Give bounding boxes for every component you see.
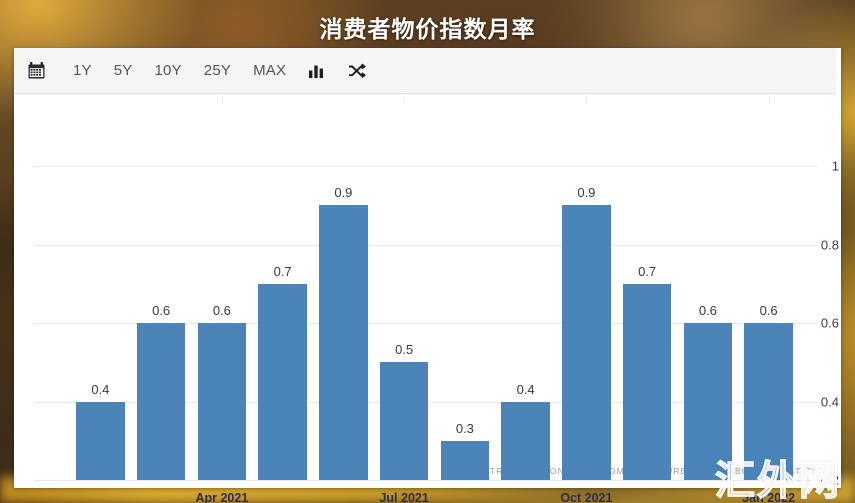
bar[interactable]	[744, 323, 793, 480]
page-title: 消费者物价指数月率	[319, 16, 536, 42]
bar[interactable]	[319, 205, 368, 480]
x-axis-tick-label: Jul 2021	[379, 491, 429, 503]
bar[interactable]	[379, 362, 429, 480]
range-button-max[interactable]: MAX	[253, 62, 287, 79]
bar-value-label: 0.7	[638, 263, 657, 279]
y-axis-tick-label: 0.6	[820, 315, 839, 331]
x-axis-tick-label: Jan 2022	[742, 491, 796, 503]
bar[interactable]	[562, 205, 611, 480]
y-axis-tick-label: 0.4	[820, 394, 839, 409]
bar-value-label: 0.9	[334, 185, 353, 201]
y-axis-tick-label: 1	[831, 158, 839, 174]
shuffle-icon[interactable]	[348, 63, 366, 79]
gridline-vertical	[768, 95, 770, 103]
bar-value-label: 0.6	[152, 303, 171, 318]
bar[interactable]	[136, 323, 186, 480]
bar[interactable]	[440, 440, 490, 480]
bar-value-label: 0.6	[759, 303, 778, 318]
bar-value-label: 0.7	[273, 263, 292, 279]
range-button-25y[interactable]: 25Y	[203, 62, 232, 79]
bar[interactable]	[258, 283, 307, 480]
bar[interactable]	[683, 323, 733, 480]
range-button-5y[interactable]: 5Y	[113, 62, 133, 79]
gridline-vertical	[404, 95, 406, 103]
bar-value-label: 0.4	[516, 381, 535, 397]
gridline-vertical	[221, 95, 223, 103]
x-axis-tick-label: Oct 2021	[560, 491, 613, 503]
bar-value-label: 0.4	[91, 381, 110, 397]
bar[interactable]	[501, 401, 550, 480]
bar-value-label: 0.3	[455, 420, 474, 436]
gridline-vertical	[586, 95, 588, 103]
x-axis-tick-label: Apr 2021	[195, 491, 249, 503]
bar[interactable]	[76, 401, 125, 480]
calendar-icon[interactable]	[28, 62, 45, 79]
range-button-10y[interactable]: 10Y	[154, 62, 182, 79]
bar[interactable]	[197, 323, 247, 480]
chart-plot-area: TRADINGECONOMICS.COM | U.S. BUREAU OF LA…	[14, 95, 841, 503]
bar-value-label: 0.6	[212, 303, 231, 318]
chart-panel: 1Y 5Y 10Y 25Y MAX TRADINGECONOMICS.COM |…	[14, 48, 841, 503]
bar-chart-icon[interactable]	[308, 63, 324, 79]
gridline-horizontal	[34, 244, 817, 246]
bar-value-label: 0.6	[698, 303, 717, 318]
y-axis-tick-label: 0.2	[820, 472, 839, 488]
gridline-horizontal	[34, 323, 817, 324]
range-button-1y[interactable]: 1Y	[73, 62, 92, 79]
bar-value-label: 0.9	[577, 185, 596, 201]
gridline-horizontal	[34, 166, 817, 167]
gridline-horizontal	[34, 480, 817, 481]
chart-toolbar: 1Y 5Y 10Y 25Y MAX	[14, 48, 836, 94]
bar[interactable]	[622, 283, 672, 480]
y-axis-tick-label: 0.8	[820, 237, 839, 252]
bar-value-label: 0.5	[395, 342, 414, 358]
